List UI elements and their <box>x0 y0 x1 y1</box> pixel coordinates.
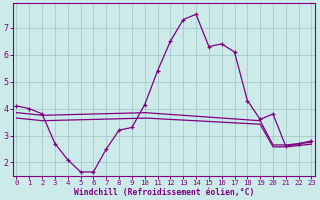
X-axis label: Windchill (Refroidissement éolien,°C): Windchill (Refroidissement éolien,°C) <box>74 188 254 197</box>
